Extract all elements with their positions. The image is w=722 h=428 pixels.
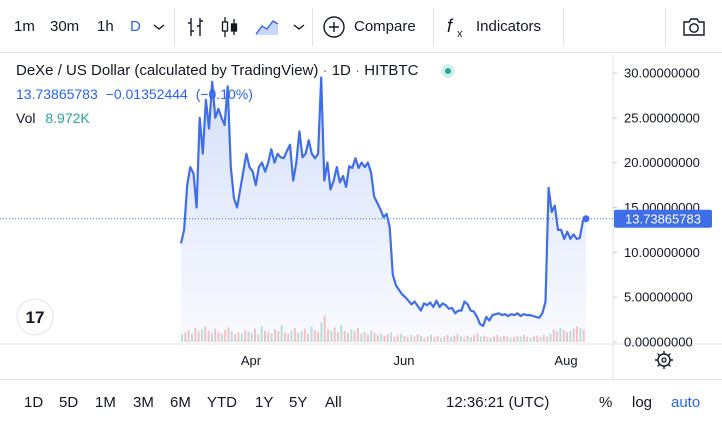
- auto-scale-toggle[interactable]: auto: [671, 380, 700, 424]
- svg-text:x: x: [457, 28, 463, 39]
- chevron-down-icon: [153, 23, 165, 30]
- symbol-exchange: HITBTC: [364, 62, 419, 79]
- range-ytd-button[interactable]: YTD: [207, 380, 237, 424]
- range-label: 5Y: [289, 393, 308, 411]
- legend-separator: ·: [355, 62, 365, 79]
- plus-circle-icon: [323, 15, 345, 38]
- market-status-icon[interactable]: [440, 64, 455, 79]
- range-1y-button[interactable]: 1Y: [255, 380, 273, 424]
- interval-30m-label: 30m: [50, 18, 80, 35]
- logo-text: 17: [26, 308, 45, 327]
- symbol-title[interactable]: DeXe / US Dollar (calculated by TradingV…: [16, 62, 319, 79]
- area-chart-icon: [255, 19, 279, 35]
- bar-style-button[interactable]: [185, 0, 207, 53]
- gear-icon: [655, 351, 673, 369]
- volume-value: 8.972K: [45, 110, 90, 126]
- y-tick-label: 5.00000000: [624, 290, 693, 305]
- percent-label: %: [599, 393, 613, 411]
- legend-change: −0.01352444: [105, 86, 188, 102]
- y-tick-label: 10.00000000: [624, 245, 700, 260]
- legend-separator: ·: [322, 62, 332, 79]
- interval-dropdown-button[interactable]: [152, 0, 166, 53]
- clock-text: 12:36:21 (UTC): [446, 393, 550, 411]
- toolbar-divider: [563, 8, 564, 46]
- range-5d-button[interactable]: 5D: [59, 380, 78, 424]
- area-style-button[interactable]: [254, 0, 280, 53]
- time-axis: Apr Jun Aug: [241, 353, 578, 368]
- chart-settings-button[interactable]: [655, 351, 673, 369]
- toolbar-divider: [665, 8, 666, 46]
- log-label: log: [632, 393, 653, 411]
- bars-icon: [188, 17, 203, 36]
- function-icon: f x: [447, 16, 463, 39]
- range-5y-button[interactable]: 5Y: [289, 380, 307, 424]
- indicators-label: Indicators: [476, 18, 542, 35]
- bottom-toolbar: 1D 5D 1M 3M 6M YTD 1Y 5Y All 12:36:21 (U…: [0, 379, 722, 428]
- range-label: YTD: [207, 393, 237, 411]
- range-6m-button[interactable]: 6M: [170, 380, 191, 424]
- svg-text:f: f: [447, 16, 454, 36]
- chart-legend: DeXe / US Dollar (calculated by TradingV…: [16, 62, 455, 126]
- y-tick-label: 20.00000000: [624, 155, 700, 170]
- interval-1h-button[interactable]: 1h: [97, 0, 114, 53]
- price-line-info: 13.73865783 −0.01352444 (−0.10%): [16, 86, 455, 102]
- last-price-dot: [582, 215, 590, 223]
- chevron-down-icon: [293, 23, 305, 30]
- indicators-button[interactable]: f x Indicators: [446, 0, 541, 53]
- interval-30m-button[interactable]: 30m: [50, 0, 79, 53]
- toolbar-divider: [433, 8, 434, 46]
- screenshot-button[interactable]: [681, 0, 707, 53]
- last-price-text: 13.73865783: [625, 211, 701, 226]
- tradingview-logo: 17: [16, 298, 54, 336]
- interval-1h-label: 1h: [97, 18, 114, 35]
- auto-label: auto: [671, 393, 701, 411]
- price-area-fill: [181, 77, 586, 342]
- percent-scale-toggle[interactable]: %: [599, 380, 612, 424]
- camera-icon: [683, 17, 705, 36]
- toolbar-divider: [312, 8, 313, 46]
- range-label: 5D: [59, 393, 79, 411]
- price-chart[interactable]: 30.0000000025.0000000020.0000000015.0000…: [0, 54, 722, 379]
- top-toolbar: 1m 30m 1h D Compare f: [0, 0, 722, 53]
- utc-clock[interactable]: 12:36:21 (UTC): [446, 380, 549, 424]
- symbol-line: DeXe / US Dollar (calculated by TradingV…: [16, 62, 455, 79]
- legend-price: 13.73865783: [16, 86, 98, 102]
- compare-label: Compare: [354, 18, 416, 35]
- range-label: 1M: [95, 393, 116, 411]
- range-1d-button[interactable]: 1D: [24, 380, 43, 424]
- volume-info: Vol 8.972K: [16, 110, 455, 126]
- interval-d-label: D: [130, 18, 141, 35]
- interval-1m-label: 1m: [14, 18, 35, 35]
- range-label: 1D: [24, 393, 44, 411]
- range-label: 3M: [133, 393, 154, 411]
- chart-style-dropdown-button[interactable]: [292, 0, 306, 53]
- candles-style-button[interactable]: [219, 0, 241, 53]
- interval-d-button[interactable]: D: [130, 0, 141, 53]
- candles-icon: [221, 16, 238, 37]
- range-label: 1Y: [255, 393, 274, 411]
- range-all-button[interactable]: All: [325, 380, 342, 424]
- x-tick-label: Jun: [394, 353, 415, 368]
- toolbar-divider: [174, 8, 175, 46]
- interval-1m-button[interactable]: 1m: [14, 0, 35, 53]
- price-axis: 30.0000000025.0000000020.0000000015.0000…: [613, 65, 700, 350]
- symbol-interval: 1D: [331, 62, 351, 79]
- volume-label: Vol: [16, 110, 36, 126]
- price-line: [179, 76, 587, 327]
- range-1m-button[interactable]: 1M: [95, 380, 116, 424]
- y-tick-label: 25.00000000: [624, 110, 700, 125]
- x-tick-label: Aug: [554, 353, 577, 368]
- legend-change-percent: (−0.10%): [195, 86, 253, 102]
- x-tick-label: Apr: [241, 353, 262, 368]
- range-3m-button[interactable]: 3M: [133, 380, 154, 424]
- range-label: 6M: [170, 393, 191, 411]
- last-price-label: 13.73865783: [614, 209, 712, 228]
- range-label: All: [325, 393, 342, 411]
- log-scale-toggle[interactable]: log: [632, 380, 652, 424]
- y-tick-label: 0.00000000: [624, 335, 693, 350]
- compare-button[interactable]: Compare: [322, 0, 416, 53]
- y-tick-label: 30.00000000: [624, 65, 700, 80]
